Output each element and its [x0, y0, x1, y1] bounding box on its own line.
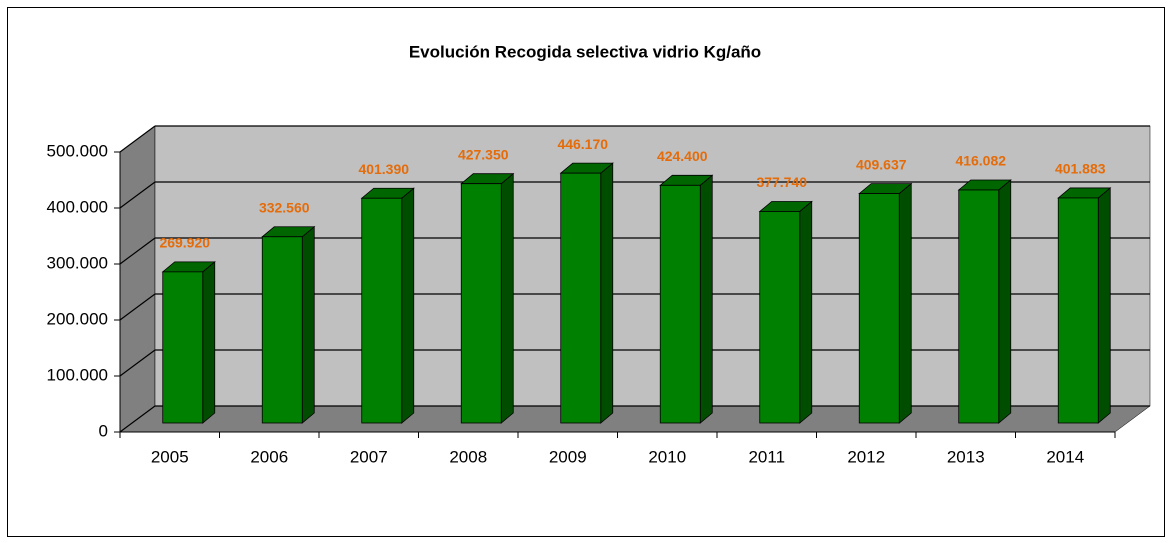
data-label: 409.637 — [856, 156, 907, 172]
data-label: 416.082 — [955, 153, 1006, 169]
bar — [659, 184, 701, 424]
x-tick-label: 2010 — [648, 447, 686, 466]
bar-side — [699, 174, 713, 424]
bar-side — [799, 200, 813, 424]
y-tick-label: 300.000 — [47, 253, 108, 272]
data-label: 446.170 — [557, 136, 608, 152]
x-tick-label: 2012 — [847, 447, 885, 466]
bar — [958, 189, 1000, 424]
grid-line — [119, 125, 156, 153]
bar-side — [301, 225, 315, 424]
data-label: 427.350 — [458, 146, 509, 162]
bar-side — [1097, 187, 1111, 424]
x-tick-label: 2013 — [947, 447, 985, 466]
bar-side — [998, 179, 1012, 424]
bar — [162, 271, 204, 424]
y-tick-label: 200.000 — [47, 309, 108, 328]
x-tick-label: 2009 — [549, 447, 587, 466]
bar-side — [898, 182, 912, 424]
bar — [858, 193, 900, 424]
bar — [261, 236, 303, 424]
bar-side — [600, 162, 614, 424]
bar — [759, 211, 801, 424]
grid-line — [119, 405, 156, 433]
data-label: 332.560 — [259, 199, 310, 215]
y-tick-label: 400.000 — [47, 197, 108, 216]
x-tick-label: 2008 — [449, 447, 487, 466]
y-tick-label: 100.000 — [47, 365, 108, 384]
bar-side — [401, 187, 415, 424]
data-label: 401.390 — [358, 161, 409, 177]
y-tick-label: 0 — [99, 421, 108, 440]
bar-side — [202, 260, 216, 424]
grid-line — [119, 349, 156, 377]
data-label: 269.920 — [159, 235, 210, 251]
bar-side — [500, 172, 514, 424]
left-wall — [119, 125, 156, 433]
x-tick-label: 2014 — [1046, 447, 1084, 466]
grid-line — [119, 293, 156, 321]
bar — [361, 197, 403, 424]
y-tick-label: 500.000 — [47, 141, 108, 160]
grid-line — [119, 181, 156, 209]
x-tick-label: 2007 — [350, 447, 388, 466]
bar — [560, 172, 602, 424]
x-tick-label: 2011 — [748, 447, 785, 466]
bar — [460, 183, 502, 424]
bar — [1057, 197, 1099, 424]
data-label: 424.400 — [657, 148, 708, 164]
grid-line — [119, 237, 156, 265]
data-label: 377.740 — [756, 174, 807, 190]
data-label: 401.883 — [1055, 161, 1106, 177]
x-tick-label: 2005 — [151, 447, 189, 466]
x-tick-label: 2006 — [250, 447, 288, 466]
chart-title: Evolución Recogida selectiva vidrio Kg/a… — [409, 42, 761, 61]
